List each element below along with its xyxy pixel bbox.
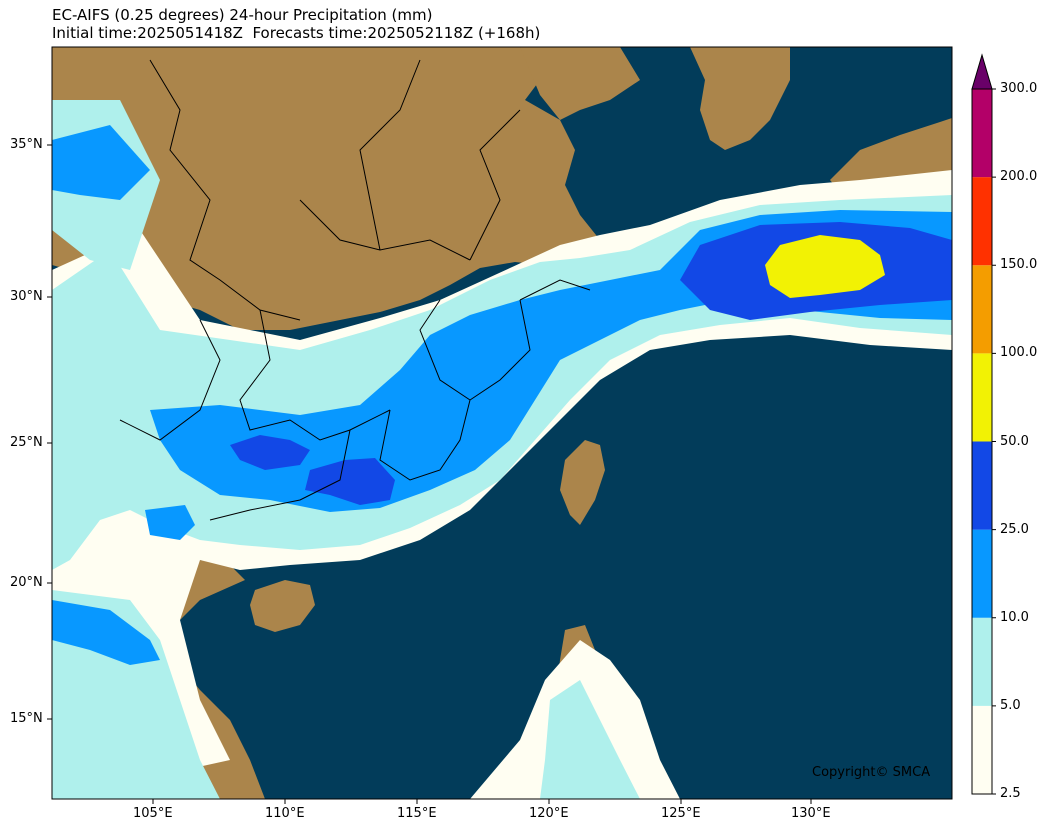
colorbar-segment	[972, 177, 992, 266]
colorbar-segment	[972, 89, 992, 178]
colorbar-tick-label: 5.0	[1000, 697, 1021, 713]
colorbar	[971, 53, 996, 795]
land-taiwan	[560, 440, 605, 525]
colorbar-tick-label: 150.0	[1000, 257, 1038, 273]
lat-tick-label: 35°N	[10, 137, 43, 152]
precip-50	[765, 235, 885, 298]
map-subtitle: Initial time:2025051418Z Forecasts time:…	[52, 24, 541, 42]
land-china-north	[52, 47, 600, 330]
land-hainan	[250, 580, 315, 632]
colorbar-tick-label: 2.5	[1000, 786, 1021, 801]
lat-tick-label: 25°N	[10, 435, 43, 450]
colorbar-tick-label: 100.0	[1000, 345, 1038, 361]
land-shandong	[520, 47, 640, 120]
colorbar-tick-label: 10.0	[1000, 609, 1029, 625]
colorbar-tick-label: 300.0	[1000, 81, 1038, 96]
lat-tick-label: 15°N	[10, 711, 43, 726]
lon-tick-label: 110°E	[265, 806, 305, 821]
colorbar-segment	[972, 617, 992, 706]
colorbar-tick-label: 50.0	[1000, 433, 1029, 449]
land-korea	[690, 47, 790, 150]
lon-tick-label: 120°E	[529, 806, 569, 821]
colorbar-segment	[972, 353, 992, 442]
colorbar-segment	[972, 441, 992, 530]
colorbar-segment	[972, 265, 992, 354]
map-frame	[51, 46, 953, 800]
colorbar-segment	[972, 705, 992, 794]
lat-tick-label: 30°N	[10, 289, 43, 304]
lon-tick-label: 125°E	[661, 806, 701, 821]
lon-tick-label: 115°E	[397, 806, 437, 821]
province-boundaries	[119, 59, 591, 521]
map-title: EC-AIFS (0.25 degrees) 24-hour Precipita…	[52, 6, 433, 24]
map-canvas	[52, 47, 952, 799]
lon-tick-label: 130°E	[791, 806, 831, 821]
colorbar-segment	[972, 529, 992, 618]
axis-ticks	[47, 144, 812, 804]
colorbar-tick-label: 200.0	[1000, 169, 1038, 185]
lon-tick-label: 105°E	[133, 806, 173, 821]
colorbar-extend-arrow	[971, 53, 993, 90]
colorbar-tick-label: 25.0	[1000, 521, 1029, 537]
lat-tick-label: 20°N	[10, 575, 43, 590]
copyright-text: Copyright© SMCA	[812, 765, 931, 780]
